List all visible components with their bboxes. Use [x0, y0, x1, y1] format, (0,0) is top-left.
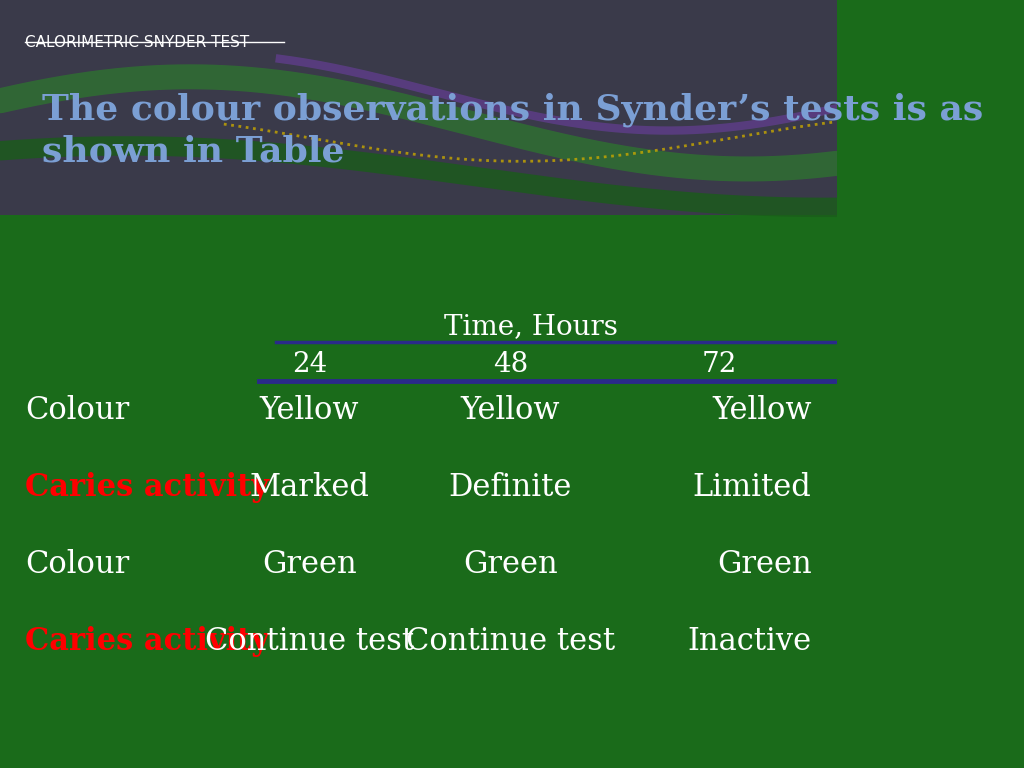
Text: Caries activity: Caries activity — [26, 472, 269, 503]
Text: The colour observations in Synder’s tests is as
shown in Table: The colour observations in Synder’s test… — [42, 92, 983, 169]
Text: Colour: Colour — [26, 549, 129, 580]
Text: 48: 48 — [493, 351, 528, 379]
Text: Caries activity: Caries activity — [26, 626, 269, 657]
Text: Time, Hours: Time, Hours — [444, 313, 618, 340]
Text: Inactive: Inactive — [687, 626, 812, 657]
Polygon shape — [0, 0, 837, 215]
Text: Colour: Colour — [26, 396, 129, 426]
Text: 72: 72 — [701, 351, 737, 379]
Text: Limited: Limited — [693, 472, 812, 503]
Text: Green: Green — [262, 549, 357, 580]
Text: 24: 24 — [292, 351, 328, 379]
Text: Yellow: Yellow — [461, 396, 560, 426]
Text: Continue test: Continue test — [205, 626, 414, 657]
Text: Green: Green — [463, 549, 558, 580]
Text: Continue test: Continue test — [406, 626, 615, 657]
Text: Yellow: Yellow — [260, 396, 359, 426]
Text: Yellow: Yellow — [712, 396, 812, 426]
Text: Green: Green — [717, 549, 812, 580]
Text: Marked: Marked — [250, 472, 370, 503]
Text: CALORIMETRIC SNYDER TEST: CALORIMETRIC SNYDER TEST — [26, 35, 250, 50]
Text: Definite: Definite — [449, 472, 572, 503]
